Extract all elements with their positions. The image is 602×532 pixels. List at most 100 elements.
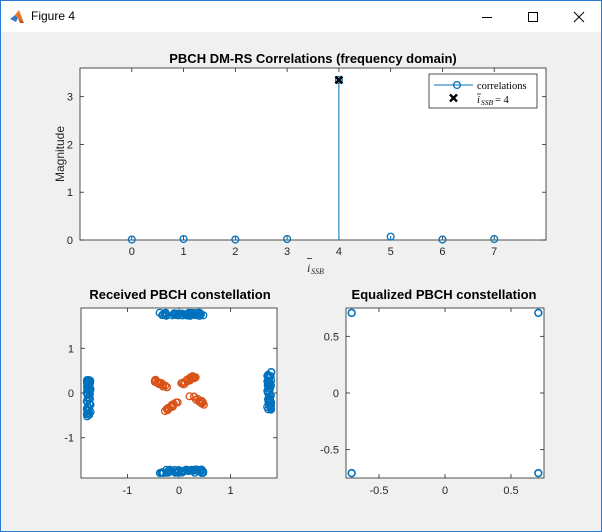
x-tick-label: 0 bbox=[176, 485, 182, 497]
received-qpsk-point bbox=[264, 394, 273, 403]
equalized-point bbox=[347, 308, 356, 318]
stem-marker bbox=[334, 75, 343, 84]
figure-canvas[interactable]: PBCH DM-RS Correlations (frequency domai… bbox=[1, 32, 601, 531]
received-qpsk-point bbox=[265, 384, 274, 393]
correlation-axes[interactable]: PBCH DM-RS Correlations (frequency domai… bbox=[53, 51, 547, 276]
correlation-ylabel: Magnitude bbox=[53, 126, 67, 182]
y-tick-label: 0 bbox=[67, 235, 73, 247]
received-qpsk-point bbox=[190, 308, 199, 317]
received-qpsk-point bbox=[263, 388, 272, 397]
x-tick-label: 0.5 bbox=[503, 485, 518, 497]
x-tick-label: -1 bbox=[123, 485, 133, 497]
maximize-icon bbox=[528, 11, 538, 22]
x-tick-label: -0.5 bbox=[370, 485, 389, 497]
received-dmrs-point bbox=[183, 375, 192, 384]
xlabel-sub: SSB bbox=[311, 267, 324, 276]
correlation-legend[interactable]: correlations i SSB = 4 bbox=[428, 73, 538, 109]
maximize-button[interactable] bbox=[510, 1, 556, 32]
legend-circle-marker bbox=[452, 80, 462, 90]
received-qpsk-point bbox=[162, 311, 171, 320]
equalized-point bbox=[534, 468, 543, 478]
received-qpsk-point bbox=[164, 468, 173, 477]
legend-box bbox=[428, 73, 538, 109]
x-tick-label: 2 bbox=[232, 246, 238, 258]
x-tick-label: 4 bbox=[336, 246, 342, 258]
x-tick-label: 0 bbox=[129, 246, 135, 258]
received-qpsk-point bbox=[85, 408, 94, 417]
correlation-xlabel: i SSB bbox=[307, 258, 324, 276]
stem-marker bbox=[179, 234, 188, 244]
received-qpsk-point bbox=[183, 311, 192, 320]
received-qpsk-point bbox=[194, 308, 203, 317]
stem-marker bbox=[231, 235, 240, 244]
received-qpsk-point bbox=[179, 467, 188, 476]
received-title: Received PBCH constellation bbox=[89, 287, 270, 302]
x-tick-label: 0 bbox=[442, 485, 448, 497]
equalized-point bbox=[347, 468, 356, 478]
received-qpsk-point bbox=[264, 380, 274, 389]
correlation-title: PBCH DM-RS Correlations (frequency domai… bbox=[169, 51, 456, 66]
equalized-title: Equalized PBCH constellation bbox=[352, 287, 537, 302]
received-qpsk-point bbox=[83, 376, 92, 385]
window-title: Figure 4 bbox=[31, 9, 76, 23]
received-dmrs-point bbox=[197, 397, 207, 406]
equalized-point bbox=[534, 308, 543, 318]
x-tick-label: 1 bbox=[180, 246, 186, 258]
received-dmrs-point bbox=[163, 405, 172, 414]
received-dmrs-point bbox=[185, 392, 194, 401]
figure-svg: PBCH DM-RS Correlations (frequency domai… bbox=[53, 51, 547, 497]
stem-marker bbox=[490, 234, 499, 244]
x-tick-label: 7 bbox=[491, 246, 497, 258]
close-icon bbox=[573, 11, 585, 22]
stem-marker bbox=[283, 234, 292, 244]
x-tick-label: 6 bbox=[439, 246, 445, 258]
minimize-button[interactable] bbox=[464, 1, 510, 32]
received-qpsk-point bbox=[85, 394, 95, 403]
y-tick-label: 2 bbox=[67, 139, 73, 151]
x-tick-label: 3 bbox=[284, 246, 290, 258]
title-bar[interactable]: Figure 4 bbox=[1, 1, 601, 32]
minimize-icon bbox=[482, 16, 492, 18]
received-qpsk-point bbox=[155, 469, 164, 478]
received-qpsk-point bbox=[84, 384, 93, 393]
legend-estimate-eq: = 4 bbox=[495, 95, 510, 106]
equalized-plot-box bbox=[345, 307, 545, 479]
received-plot-box bbox=[80, 307, 278, 479]
y-tick-label: 3 bbox=[67, 92, 73, 104]
y-tick-label: 0.5 bbox=[324, 331, 339, 343]
received-dmrs-point bbox=[177, 379, 186, 388]
received-dmrs-point bbox=[162, 383, 171, 392]
received-qpsk-point bbox=[161, 308, 170, 317]
xlabel-main: i bbox=[307, 261, 310, 275]
legend-estimate-sub: SSB bbox=[481, 98, 494, 107]
received-qpsk-point bbox=[193, 467, 202, 476]
received-constellation-axes[interactable]: Received PBCH constellation -1 0 1 1 0 -1 bbox=[64, 287, 278, 497]
estimate-cross-marker bbox=[334, 75, 344, 85]
received-dmrs-point bbox=[168, 401, 177, 410]
stem-marker bbox=[127, 235, 136, 244]
received-dmrs-point bbox=[180, 379, 189, 388]
legend-correlations: correlations bbox=[477, 81, 527, 92]
close-button[interactable] bbox=[556, 1, 601, 32]
legend-cross-marker bbox=[449, 93, 458, 103]
y-tick-label: 0 bbox=[68, 388, 74, 400]
equalized-constellation-axes[interactable]: Equalized PBCH constellation -0.5 0 0.5 0.5… bbox=[320, 287, 545, 497]
x-tick-label: 1 bbox=[228, 485, 234, 497]
y-tick-label: 0 bbox=[333, 388, 339, 400]
y-tick-label: 1 bbox=[67, 187, 73, 199]
received-dmrs-point bbox=[190, 373, 199, 383]
received-qpsk-point bbox=[199, 311, 208, 320]
matlab-icon bbox=[10, 10, 24, 23]
stem-marker bbox=[386, 232, 395, 241]
received-qpsk-point bbox=[175, 309, 184, 318]
received-qpsk-point bbox=[170, 310, 179, 319]
y-tick-label: -0.5 bbox=[320, 445, 339, 457]
y-tick-label: 1 bbox=[68, 343, 74, 355]
received-qpsk-point bbox=[266, 402, 275, 411]
stem-marker bbox=[438, 235, 447, 244]
received-qpsk-point bbox=[183, 466, 192, 475]
x-tick-label: 5 bbox=[388, 246, 394, 258]
y-tick-label: -1 bbox=[64, 433, 74, 445]
legend-estimate-main: i bbox=[477, 95, 480, 106]
